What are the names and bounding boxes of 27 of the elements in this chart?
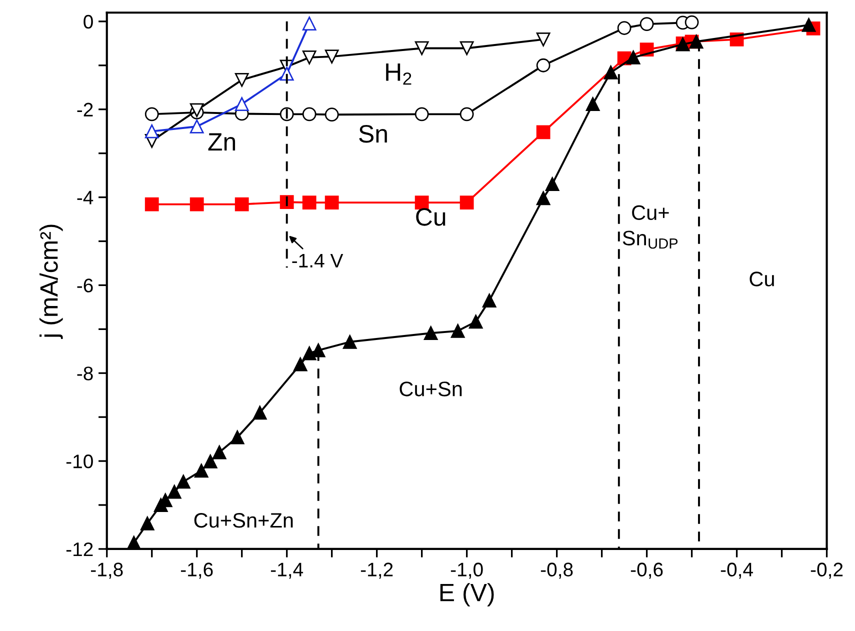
annotation: Zn (208, 133, 236, 150)
x-tick-label: -1,6 (180, 562, 213, 579)
x-tick-label: -0,2 (810, 562, 843, 579)
y-tick-label: -12 (66, 542, 93, 556)
y-tick-label: -4 (77, 190, 94, 204)
x-tick-label: -0,4 (720, 562, 753, 579)
annotation: Cu+Sn (400, 382, 462, 396)
annotation: Cu+ Sn$_{UDP}$ (622, 205, 678, 249)
annotation: Cu+Sn+Zn (194, 512, 293, 528)
x-axis-title: E (V) (440, 583, 494, 606)
y-tick-label: -2 (77, 102, 93, 116)
x-tick-label: -1,0 (450, 562, 483, 579)
annotation: -1.4 V (292, 254, 344, 268)
y-axis-title: j (mA/cm²) (40, 224, 63, 340)
annotation: Sn (359, 124, 387, 143)
annotation: Cu (750, 272, 774, 286)
y-tick-label: -10 (66, 454, 93, 468)
x-tick-label: -1,2 (360, 562, 393, 579)
x-tick-label: -0,6 (630, 562, 663, 579)
x-tick-label: -1,8 (90, 562, 123, 579)
annotation: H$_{2}$ (386, 64, 412, 85)
y-tick-label: -6 (77, 278, 93, 292)
x-tick-label: -1,4 (270, 562, 304, 579)
y-tick-label: 0 (84, 14, 93, 29)
y-tick-label: -8 (77, 366, 93, 380)
x-tick-label: -0,8 (540, 562, 573, 579)
annotation: Cu (416, 208, 446, 226)
